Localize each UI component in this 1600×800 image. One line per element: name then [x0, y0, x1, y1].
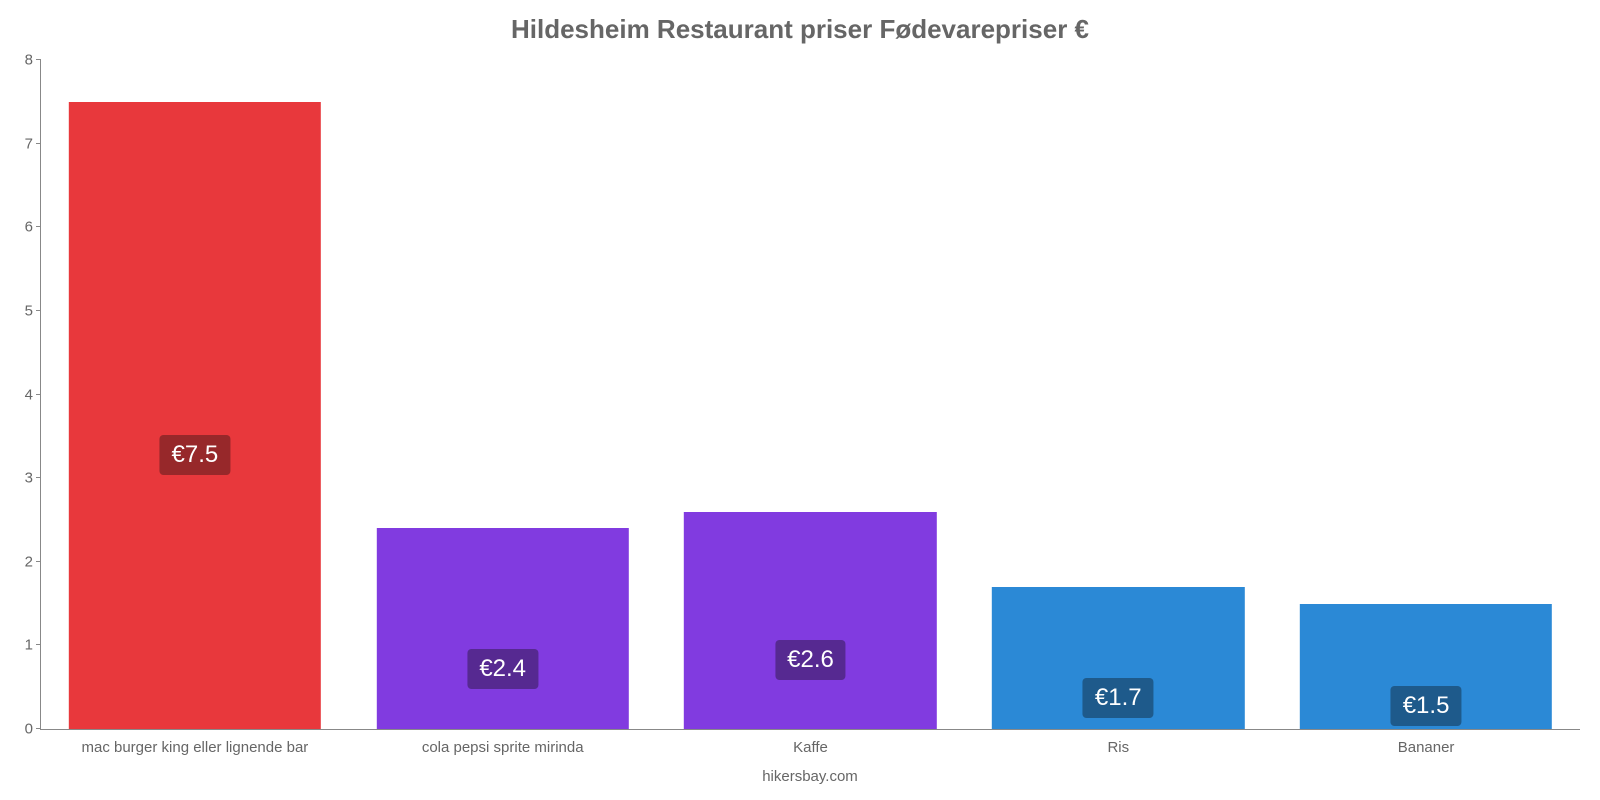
chart-area: 012345678 €7.5mac burger king eller lign… — [40, 60, 1580, 730]
plot-area: 012345678 €7.5mac burger king eller lign… — [40, 60, 1580, 730]
bar-slot: €1.5Bananer — [1272, 60, 1580, 729]
bar: €2.4 — [376, 528, 628, 729]
chart-title: Hildesheim Restaurant priser Fødevarepri… — [0, 0, 1600, 45]
value-badge: €2.4 — [467, 649, 538, 689]
y-tick-label: 0 — [25, 721, 33, 738]
bar: €7.5 — [69, 102, 321, 729]
y-tick-label: 5 — [25, 302, 33, 319]
y-tick-label: 7 — [25, 135, 33, 152]
value-badge: €1.7 — [1083, 678, 1154, 718]
bar-slot: €2.4cola pepsi sprite mirinda — [349, 60, 657, 729]
bar: €2.6 — [684, 512, 936, 729]
value-badge: €7.5 — [160, 435, 231, 475]
x-axis-label: Bananer — [1398, 739, 1455, 756]
y-tick-label: 6 — [25, 219, 33, 236]
bar-slot: €1.7Ris — [964, 60, 1272, 729]
y-tick-label: 8 — [25, 52, 33, 69]
source-label: hikersbay.com — [762, 768, 858, 785]
bar: €1.5 — [1300, 604, 1552, 729]
bar-slot: €2.6Kaffe — [657, 60, 965, 729]
x-axis-label: Kaffe — [793, 739, 828, 756]
value-badge: €1.5 — [1391, 686, 1462, 726]
x-axis-label: cola pepsi sprite mirinda — [422, 739, 584, 756]
value-badge: €2.6 — [775, 640, 846, 680]
x-axis-label: mac burger king eller lignende bar — [81, 739, 308, 756]
bar: €1.7 — [992, 587, 1244, 729]
y-tick-label: 3 — [25, 470, 33, 487]
y-tick-label: 1 — [25, 637, 33, 654]
x-axis-label: Ris — [1107, 739, 1129, 756]
bar-slot: €7.5mac burger king eller lignende bar — [41, 60, 349, 729]
bars-container: €7.5mac burger king eller lignende bar€2… — [41, 60, 1580, 729]
y-tick-label: 2 — [25, 553, 33, 570]
y-tick-label: 4 — [25, 386, 33, 403]
